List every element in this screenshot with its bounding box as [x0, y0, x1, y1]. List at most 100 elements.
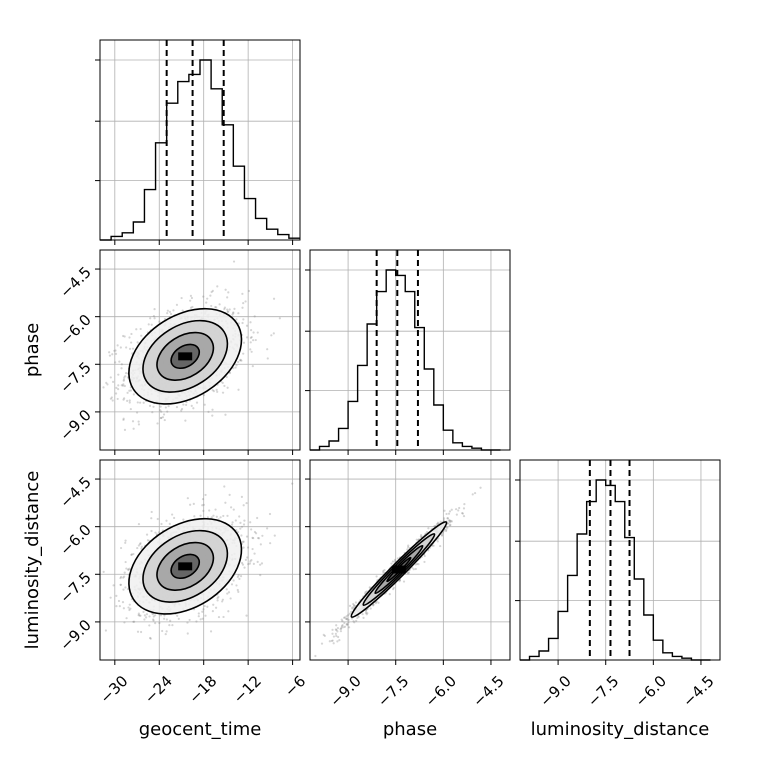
scatter-point	[242, 341, 246, 344]
scatter-point	[353, 605, 356, 608]
scatter-point	[167, 405, 170, 408]
scatter-point	[414, 567, 417, 571]
scatter-point	[231, 313, 234, 316]
scatter-point	[188, 618, 191, 622]
scatter-point	[462, 507, 466, 510]
scatter-point	[334, 632, 337, 635]
y-tick-label: −9.0	[56, 406, 94, 444]
scatter-point	[353, 604, 356, 607]
scatter-point	[180, 296, 183, 300]
scatter-point	[139, 630, 143, 634]
scatter-point	[114, 349, 117, 352]
scatter-point	[446, 526, 449, 529]
scatter-point	[237, 388, 240, 391]
scatter-point	[253, 552, 256, 555]
scatter-point	[243, 566, 246, 569]
scatter-point	[162, 413, 166, 416]
scatter-point	[186, 497, 189, 500]
scatter-point	[175, 303, 179, 306]
scatter-point	[126, 391, 129, 394]
scatter-point	[374, 602, 378, 605]
scatter-point	[205, 301, 208, 304]
scatter-point	[435, 523, 438, 526]
scatter-point	[473, 491, 477, 495]
scatter-point	[433, 525, 436, 528]
scatter-point	[148, 615, 151, 618]
scatter-point	[117, 373, 120, 376]
scatter-point	[349, 610, 353, 613]
scatter-point	[128, 567, 131, 570]
scatter-point	[140, 334, 143, 337]
scatter-point	[190, 296, 194, 300]
scatter-point	[448, 519, 451, 523]
y-tick-label: −4.5	[56, 473, 94, 511]
scatter-point	[119, 546, 123, 550]
scatter-point	[415, 538, 418, 541]
scatter-point	[182, 403, 185, 406]
scatter-point	[149, 637, 152, 640]
scatter-point	[259, 574, 262, 577]
scatter-point	[114, 352, 118, 355]
scatter-point	[115, 392, 118, 395]
scatter-point	[221, 598, 225, 601]
scatter-point	[163, 418, 166, 422]
scatter-point	[124, 586, 127, 589]
scatter-point	[108, 354, 112, 357]
scatter-point	[239, 359, 242, 362]
scatter-point	[230, 506, 233, 509]
scatter-point	[154, 622, 157, 625]
scatter-point	[123, 428, 127, 432]
scatter-point	[335, 628, 338, 632]
scatter-point	[239, 358, 242, 361]
scatter-point	[407, 546, 410, 549]
scatter-point	[197, 615, 200, 618]
scatter-point	[259, 563, 262, 566]
histogram-step	[310, 269, 501, 451]
scatter-point	[132, 393, 135, 396]
scatter-point	[382, 570, 385, 573]
scatter-point	[251, 365, 254, 368]
scatter-point	[232, 579, 235, 582]
scatter-point	[355, 619, 358, 622]
scatter-point	[122, 417, 125, 420]
scatter-point	[139, 401, 142, 404]
scatter-point	[462, 514, 466, 518]
scatter-point	[184, 419, 187, 422]
scatter-point	[252, 331, 255, 334]
scatter-point	[233, 307, 236, 310]
scatter-point	[124, 372, 128, 375]
scatter-point	[257, 537, 261, 540]
scatter-point	[122, 576, 125, 579]
scatter-point	[331, 639, 334, 642]
scatter-point	[157, 531, 161, 534]
scatter-point	[137, 522, 141, 526]
scatter-point	[158, 621, 161, 625]
scatter-point	[252, 537, 255, 540]
scatter-point	[448, 524, 451, 527]
scatter-point	[216, 285, 219, 288]
scatter-point	[117, 388, 120, 391]
scatter-point	[342, 616, 346, 619]
scatter-point	[230, 583, 234, 586]
scatter-point	[416, 562, 419, 566]
scatter-point	[230, 523, 234, 526]
scatter-point	[97, 634, 99, 636]
x-tick-label: −9.0	[326, 672, 364, 710]
scatter-point	[154, 531, 157, 534]
scatter-point	[165, 519, 168, 522]
scatter-point	[237, 574, 240, 577]
scatter-point	[189, 299, 192, 302]
scatter-point	[150, 517, 153, 520]
scatter-point	[240, 359, 243, 362]
scatter-point	[217, 595, 220, 599]
scatter-point	[89, 433, 91, 435]
scatter-point	[177, 617, 180, 620]
scatter-point	[396, 557, 399, 560]
scatter-point	[131, 347, 135, 350]
scatter-point	[128, 336, 131, 339]
scatter-point	[120, 384, 123, 387]
scatter-point	[109, 376, 112, 379]
scatter-point	[228, 308, 231, 311]
scatter-point	[165, 618, 168, 621]
scatter-point	[223, 307, 226, 311]
